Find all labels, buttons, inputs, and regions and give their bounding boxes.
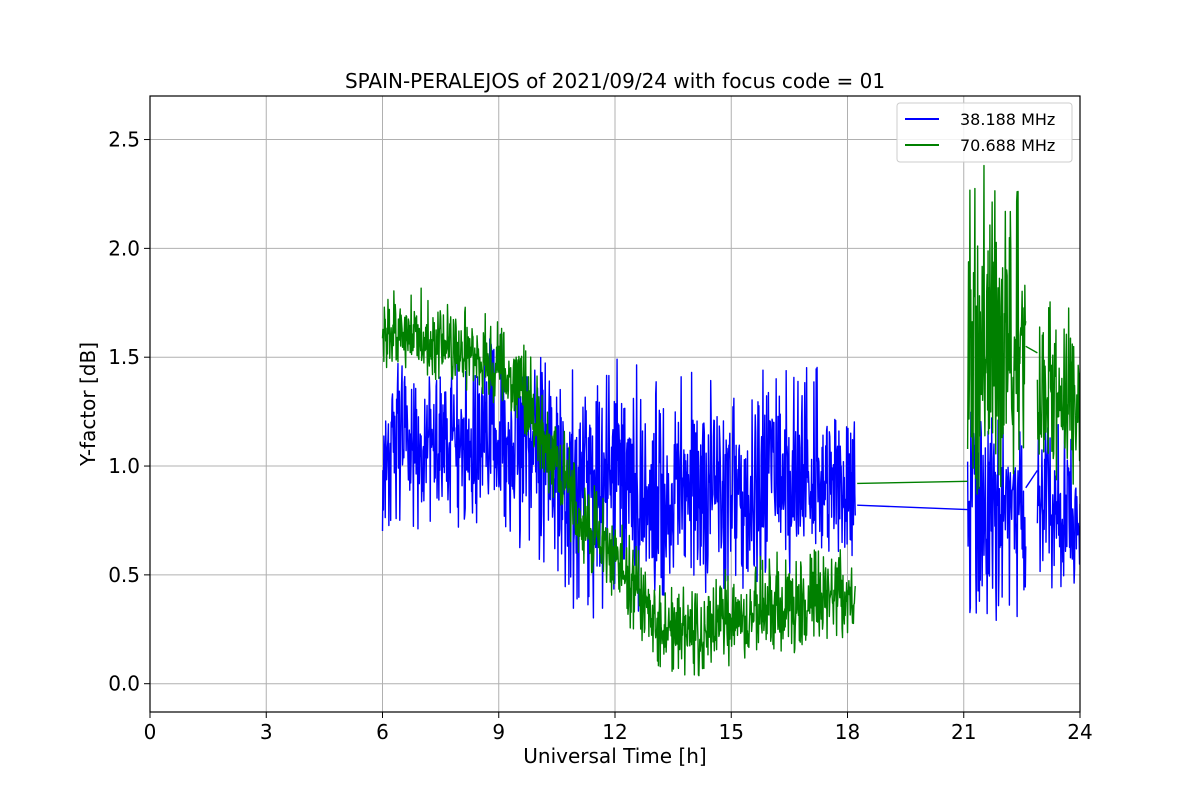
y-tick-label: 0.0	[108, 672, 140, 696]
x-axis: 0 3 6 9 12 15 18 21 24	[144, 712, 1093, 744]
x-axis-label: Universal Time [h]	[523, 744, 706, 768]
y-tick-label: 1.5	[108, 345, 140, 369]
y-tick-label: 0.5	[108, 563, 140, 587]
x-tick-label: 6	[376, 720, 389, 744]
y-tick-label: 1.0	[108, 454, 140, 478]
x-tick-label: 24	[1067, 720, 1092, 744]
y-axis: 0.0 0.5 1.0 1.5 2.0 2.5	[108, 128, 150, 696]
legend-label-38-188-mhz: 38.188 MHz	[960, 110, 1055, 129]
legend-label-70-688-mhz: 70.688 MHz	[960, 136, 1055, 155]
series-line-70-688-mhz	[1025, 345, 1038, 354]
x-tick-label: 15	[719, 720, 744, 744]
x-tick-label: 18	[835, 720, 860, 744]
x-tick-label: 9	[492, 720, 505, 744]
series-line-70-688-mhz	[1036, 301, 1080, 485]
series-line-38-188-mhz	[1036, 423, 1080, 589]
series-line-70-688-mhz	[381, 287, 856, 677]
legend-box	[896, 102, 1073, 163]
chart-title: SPAIN-PERALEJOS of 2021/09/24 with focus…	[345, 69, 885, 93]
y-tick-label: 2.0	[108, 236, 140, 260]
legend: 38.188 MHz 70.688 MHz	[896, 102, 1073, 163]
series-line-38-188-mhz	[857, 504, 968, 511]
series-line-38-188-mhz	[1025, 470, 1038, 489]
series-line-38-188-mhz	[381, 332, 856, 619]
y-axis-label: Y-factor [dB]	[76, 342, 100, 467]
x-tick-label: 3	[260, 720, 273, 744]
x-tick-label: 12	[602, 720, 627, 744]
x-tick-label: 0	[144, 720, 157, 744]
series-line-70-688-mhz	[857, 480, 968, 485]
y-tick-label: 2.5	[108, 128, 140, 152]
series-70-688-mhz	[381, 164, 1080, 677]
x-tick-label: 21	[951, 720, 976, 744]
series-line-70-688-mhz	[966, 164, 1027, 495]
series-layer	[381, 164, 1080, 677]
